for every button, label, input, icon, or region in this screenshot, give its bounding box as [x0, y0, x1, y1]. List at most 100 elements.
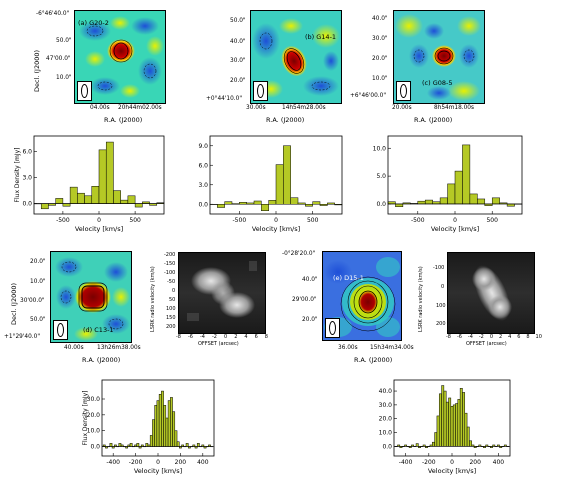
- ytick: 0: [441, 284, 445, 290]
- ytick: 0: [172, 288, 176, 294]
- x-axis-label: R.A. (J2000): [82, 356, 121, 364]
- ytick: 30'00.0": [20, 298, 45, 304]
- spectrum-bar: [217, 204, 225, 208]
- spectrum-bar: [253, 200, 262, 205]
- spectrum-bar: [77, 192, 85, 204]
- spectrum-bar: [69, 186, 78, 204]
- ytick: 10.0": [56, 75, 72, 81]
- y-axis-label: LSRK radio velocity (km/s): [150, 266, 156, 332]
- spectrum-bar: [434, 432, 438, 447]
- y-axis-label: Flux Density [mJy]: [82, 391, 89, 446]
- x-axis-label: R.A. (J2000): [266, 116, 305, 124]
- y-tick-label: 3.0: [198, 182, 208, 189]
- spectrum-c: -500 0 500 0.0 5.0 10.0 Velocity [km/s]: [373, 135, 523, 233]
- xtick: 6: [517, 334, 521, 340]
- x-tick-label: 0: [274, 217, 278, 224]
- spectrum-bar: [91, 186, 100, 204]
- y-tick-label: 30.0: [87, 396, 101, 403]
- spectrum-e: -400 -200 0 200 400 0.0 10.0 20.0 30.0 40.0 Veloci…: [379, 379, 511, 475]
- xtick: 30.00s: [246, 105, 266, 111]
- spectrum-bar: [84, 195, 93, 204]
- ytick: 50.0": [230, 18, 246, 24]
- spectrum-bar: [268, 200, 277, 205]
- map-panel-d15-1: (e) D15-1: [322, 251, 402, 341]
- spectrum-bar: [98, 149, 107, 204]
- beam-ellipse-icon: [396, 81, 411, 101]
- x-tick-label: 500: [486, 217, 498, 224]
- xtick: 0: [489, 334, 493, 340]
- map-panel-c13-1: (d) C13-1: [50, 251, 132, 343]
- spectrum-bar: [417, 200, 426, 205]
- spectrum-bar: [275, 164, 284, 205]
- spectrum-bar: [283, 145, 291, 205]
- spectrum-bar: [129, 443, 133, 447]
- spectrum-bar: [40, 203, 49, 210]
- x-tick-label: -400: [106, 459, 120, 466]
- panel-label: (a) G20-2: [78, 19, 109, 27]
- spectrum-bar: [477, 198, 486, 205]
- pv2-xticks: -8 -6 -4 -2 0 2 4 6 8 10: [446, 335, 542, 340]
- y-tick-label: 20.0: [379, 416, 393, 423]
- spectrum-bar: [136, 443, 140, 447]
- spectrum-bar: [154, 405, 158, 447]
- xtick: 2: [234, 334, 238, 340]
- y-tick-label: 0.0: [198, 201, 208, 208]
- ytick: 30.0": [230, 58, 246, 64]
- ytick: 20.0": [230, 78, 246, 84]
- spectrum-bar: [185, 443, 189, 447]
- x-tick-label: 500: [129, 217, 141, 224]
- spectrum-bar: [145, 443, 149, 447]
- x-tick-label: -500: [233, 217, 247, 224]
- ytick: -0°28'20.0": [282, 251, 316, 257]
- ytick: 50: [169, 297, 176, 303]
- y-tick-label: 10.0: [373, 145, 387, 152]
- map-panel-g08-5: (c) G08-5: [393, 10, 485, 104]
- ytick: 20.0": [30, 259, 46, 265]
- spectrum-bar: [134, 203, 143, 208]
- y-axis-label: Decl. (J2000): [10, 282, 18, 325]
- y-tick-label: 0.0: [90, 444, 100, 451]
- x-axis-label: R.A. (J2000): [414, 116, 453, 124]
- y-tick-label: 10.0: [87, 428, 101, 435]
- x-tick-label: 200: [469, 459, 481, 466]
- ytick: 40.0": [302, 277, 318, 283]
- y-tick-label: 6.0: [22, 149, 32, 156]
- map-image-g20-2: [75, 11, 165, 103]
- x-tick-label: -400: [399, 459, 413, 466]
- xtick: -8: [176, 334, 181, 340]
- spectrum-bar: [172, 411, 176, 447]
- spectrum-bar: [113, 190, 121, 204]
- xtick: 10: [535, 334, 542, 340]
- ytick: 200: [436, 321, 446, 327]
- x-tick-label: 400: [493, 459, 505, 466]
- x-axis-label: Velocity [km/s]: [75, 225, 123, 233]
- ytick: 29'00.0": [292, 297, 317, 303]
- spectrum-bar: [156, 400, 160, 447]
- spectrum-bar: [158, 394, 162, 447]
- spectrum-bar: [224, 201, 233, 205]
- spectrum-bar: [441, 385, 445, 447]
- spectrum-bar: [450, 406, 454, 447]
- spectrum-bar: [163, 405, 167, 447]
- xtick: 20.00s: [392, 105, 412, 111]
- spectrum-bar: [165, 417, 169, 447]
- xtick: -2: [212, 334, 217, 340]
- y-tick-label: 0.0: [382, 443, 392, 450]
- xtick: 04.00s: [90, 105, 110, 111]
- xtick: -6: [188, 334, 193, 340]
- spectrum-bar: [312, 201, 321, 205]
- pv-diagram-c13-1: [178, 252, 266, 334]
- spectrum-bar: [454, 170, 463, 205]
- y-tick-label: 30.0: [379, 402, 393, 409]
- ytick: 40.0": [230, 39, 246, 45]
- ytick: 200: [166, 324, 176, 330]
- ytick: -6°46'40.0": [36, 11, 70, 17]
- xtick: -4: [200, 334, 205, 340]
- y-tick-label: 5.0: [376, 173, 386, 180]
- beam-ellipse-icon: [325, 318, 340, 338]
- spectrum-bar: [491, 197, 500, 205]
- xtick: 8: [526, 334, 530, 340]
- spectrum-bar: [290, 197, 299, 205]
- panel-label: (e) D15-1: [333, 274, 364, 282]
- spectrum-bar: [459, 388, 463, 447]
